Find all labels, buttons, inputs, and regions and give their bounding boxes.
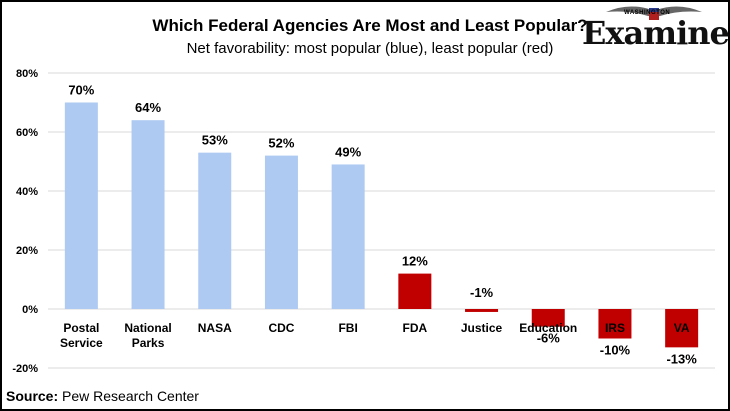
source-label: Source: xyxy=(6,388,59,404)
bar xyxy=(398,273,432,309)
bar xyxy=(131,120,165,309)
x-tick-label: VA xyxy=(674,321,690,335)
source-text: Pew Research Center xyxy=(62,388,199,404)
logo-washington-text: WASHINGTON xyxy=(624,10,671,16)
y-tick-label: 0% xyxy=(22,304,38,316)
data-label: -1% xyxy=(470,285,494,300)
bar xyxy=(531,309,565,327)
data-label: -13% xyxy=(666,351,697,366)
x-tick-label: Postal xyxy=(63,321,99,335)
washington-examiner-logo: WASHINGTON Examiner xyxy=(582,4,730,50)
x-tick-label: National xyxy=(124,321,171,335)
data-label: -6% xyxy=(537,331,561,346)
bar xyxy=(198,152,232,309)
bar xyxy=(598,309,632,339)
bar xyxy=(64,102,98,309)
y-tick-label: 80% xyxy=(16,68,38,80)
x-tick-label: Service xyxy=(60,336,103,350)
x-tick-label: Education xyxy=(519,321,577,335)
data-label: 53% xyxy=(202,133,228,148)
x-tick-label: CDC xyxy=(268,321,294,335)
y-tick-label: 20% xyxy=(16,245,38,257)
x-tick-label: NASA xyxy=(198,321,232,335)
x-tick-label: FDA xyxy=(403,321,428,335)
x-tick-label: FBI xyxy=(338,321,357,335)
x-tick-label: Justice xyxy=(461,321,503,335)
data-label: 12% xyxy=(402,254,428,269)
logo-examiner-text: Examiner xyxy=(582,14,730,52)
y-tick-label: 40% xyxy=(16,186,38,198)
x-tick-label: Parks xyxy=(132,336,165,350)
y-tick-label: -20% xyxy=(12,363,38,375)
eagle-icon xyxy=(606,6,702,20)
y-axis-ticks: 80% 60% 40% 20% 0% -20% xyxy=(12,68,38,375)
data-label: 49% xyxy=(335,144,361,159)
data-label: 70% xyxy=(68,83,94,98)
bar xyxy=(465,309,499,312)
data-label: -10% xyxy=(600,343,631,358)
data-labels: 70% 64% 53% 52% 49% 12% -1% -6% -10% -13% xyxy=(68,83,697,367)
bar xyxy=(264,155,298,309)
chart-title: Which Federal Agencies Are Most and Leas… xyxy=(152,16,588,35)
chart-subtitle: Net favorability: most popular (blue), l… xyxy=(186,40,554,57)
data-label: 52% xyxy=(268,136,294,151)
y-tick-label: 60% xyxy=(16,127,38,139)
bars xyxy=(64,102,699,348)
data-label: 64% xyxy=(135,100,161,115)
x-tick-label: IRS xyxy=(605,321,625,335)
bar xyxy=(331,164,365,309)
source-note: Source: Pew Research Center xyxy=(6,388,199,404)
bar xyxy=(665,309,699,348)
